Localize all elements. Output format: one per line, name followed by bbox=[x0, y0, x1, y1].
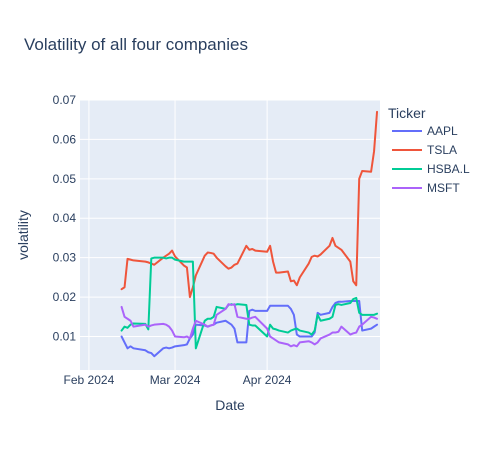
y-tick-label: 0.02 bbox=[53, 290, 77, 304]
series-line-aapl bbox=[120, 300, 379, 358]
series-line-msft bbox=[120, 303, 379, 348]
x-tick-label: Feb 2024 bbox=[64, 373, 115, 387]
y-tick-label: 0.05 bbox=[53, 172, 77, 186]
legend-item-tsla[interactable]: TSLA bbox=[392, 143, 457, 157]
axis-ticks: 0.01 0.02 0.03 0.04 0.05 0.06 0.07 Feb 2024 Mar … bbox=[53, 93, 292, 387]
legend-label: TSLA bbox=[427, 143, 457, 157]
x-tick-label: Apr 2024 bbox=[243, 373, 292, 387]
y-axis-title: volatility bbox=[15, 210, 31, 260]
legend[interactable]: Ticker AAPL TSLA HSBA.L MSFT bbox=[388, 105, 470, 195]
x-axis-title: Date bbox=[215, 397, 245, 413]
legend-item-msft[interactable]: MSFT bbox=[392, 181, 460, 195]
series-line-tsla bbox=[120, 110, 379, 299]
y-tick-label: 0.03 bbox=[53, 251, 77, 265]
legend-label: HSBA.L bbox=[427, 162, 470, 176]
legend-label: MSFT bbox=[427, 181, 460, 195]
chart-title: Volatility of all four companies bbox=[24, 35, 248, 54]
series-line-hsba-l bbox=[120, 256, 379, 350]
grid-lines bbox=[80, 99, 380, 370]
plot-background bbox=[80, 100, 380, 370]
legend-item-hsba-l[interactable]: HSBA.L bbox=[392, 162, 470, 176]
legend-title: Ticker bbox=[388, 105, 426, 121]
legend-label: AAPL bbox=[427, 124, 458, 138]
y-tick-label: 0.06 bbox=[53, 132, 77, 146]
legend-item-aapl[interactable]: AAPL bbox=[392, 124, 458, 138]
y-tick-label: 0.07 bbox=[53, 93, 77, 107]
y-tick-label: 0.04 bbox=[53, 211, 77, 225]
y-tick-label: 0.01 bbox=[53, 329, 77, 343]
series-lines bbox=[120, 110, 379, 358]
x-tick-label: Mar 2024 bbox=[150, 373, 201, 387]
